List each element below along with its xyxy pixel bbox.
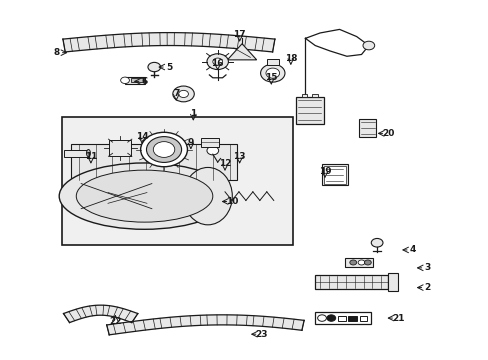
Bar (125, 77, 144, 84)
Text: 3: 3 (424, 264, 429, 273)
Ellipse shape (86, 149, 90, 157)
Circle shape (260, 64, 285, 82)
Text: 17: 17 (233, 30, 245, 39)
Bar (295, 97, 324, 124)
Bar (131, 78, 143, 82)
Circle shape (178, 90, 188, 98)
Bar (71, 144, 237, 180)
Polygon shape (106, 315, 304, 335)
Text: 13: 13 (233, 152, 245, 161)
Text: 23: 23 (255, 330, 267, 339)
Text: 11: 11 (84, 152, 97, 161)
Circle shape (153, 141, 174, 157)
Bar (321, 164, 347, 185)
Text: 9: 9 (187, 138, 194, 147)
Bar (200, 138, 219, 147)
Text: 1: 1 (190, 109, 196, 118)
Text: 14: 14 (136, 132, 148, 141)
Text: 4: 4 (409, 246, 415, 255)
Bar (266, 59, 278, 65)
Polygon shape (63, 33, 274, 52)
Text: 12: 12 (218, 159, 231, 168)
Text: 2: 2 (424, 283, 429, 292)
Circle shape (326, 315, 335, 321)
Text: 7: 7 (173, 89, 179, 98)
Circle shape (364, 260, 370, 265)
Bar (337, 316, 346, 320)
Circle shape (317, 315, 326, 321)
Polygon shape (227, 44, 256, 60)
Bar (387, 273, 397, 291)
Circle shape (148, 62, 160, 72)
Circle shape (349, 260, 356, 265)
Bar (324, 166, 345, 184)
Bar (345, 258, 372, 267)
Text: 6: 6 (141, 77, 147, 86)
Polygon shape (63, 305, 138, 323)
Circle shape (362, 41, 374, 50)
Bar (109, 140, 131, 156)
Circle shape (206, 146, 218, 155)
Ellipse shape (76, 170, 212, 222)
Circle shape (265, 68, 279, 78)
Circle shape (206, 54, 228, 69)
Bar (312, 94, 318, 97)
Text: 18: 18 (284, 54, 297, 63)
Text: 8: 8 (54, 48, 60, 57)
Ellipse shape (59, 163, 229, 229)
Bar (359, 316, 366, 320)
Circle shape (212, 58, 222, 65)
Bar (64, 149, 88, 157)
Text: 21: 21 (391, 314, 404, 323)
Bar (347, 316, 356, 320)
Ellipse shape (183, 167, 232, 225)
Circle shape (357, 260, 364, 265)
Text: 19: 19 (318, 167, 330, 176)
Circle shape (146, 136, 181, 162)
Text: 22: 22 (109, 317, 122, 326)
Circle shape (370, 238, 382, 247)
Text: 15: 15 (264, 73, 277, 82)
Text: 20: 20 (382, 129, 394, 138)
Bar (315, 312, 370, 324)
Circle shape (141, 132, 187, 167)
Circle shape (121, 77, 129, 84)
Bar (301, 94, 307, 97)
Bar (61, 117, 293, 244)
Circle shape (172, 86, 194, 102)
Bar (315, 275, 387, 289)
Text: 16: 16 (211, 59, 224, 68)
Text: 5: 5 (165, 63, 172, 72)
Text: 10: 10 (225, 197, 238, 206)
Bar (358, 119, 375, 137)
